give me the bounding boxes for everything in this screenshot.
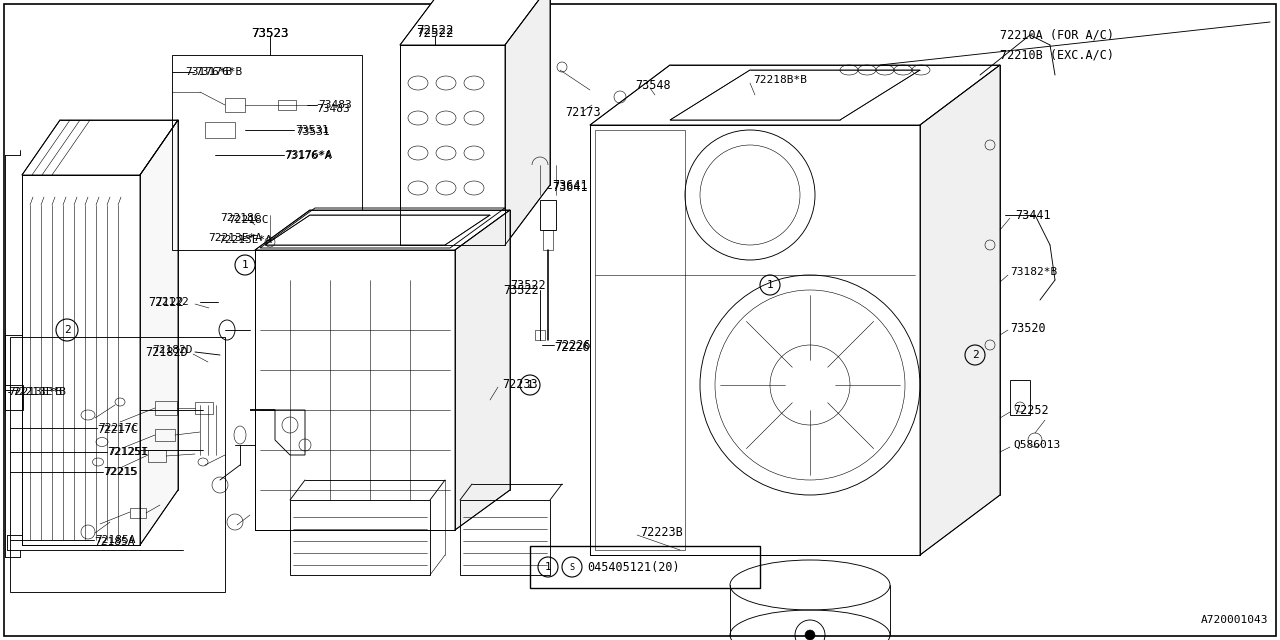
Bar (195, 402, 212, 414)
Bar (155, 401, 177, 415)
Bar (595, 130, 685, 550)
Text: 73522: 73522 (509, 278, 545, 291)
Polygon shape (454, 210, 509, 530)
Text: 72218C: 72218C (228, 215, 269, 225)
Polygon shape (22, 175, 140, 545)
Text: 72125I: 72125I (108, 447, 148, 457)
Text: 72522: 72522 (416, 24, 453, 36)
Text: Q586013: Q586013 (1012, 440, 1060, 450)
Bar (5, 385, 23, 410)
Text: S: S (570, 563, 575, 572)
Bar (540, 200, 556, 230)
Text: 1: 1 (544, 562, 552, 572)
Text: 72213E*B: 72213E*B (8, 387, 61, 397)
Text: 73523: 73523 (251, 26, 289, 40)
Text: 73523: 73523 (251, 26, 289, 40)
Bar (278, 100, 296, 110)
Text: A720001043: A720001043 (1201, 615, 1268, 625)
Text: 73441: 73441 (1015, 209, 1051, 221)
Text: 72125I: 72125I (108, 447, 147, 457)
Polygon shape (669, 70, 920, 120)
Text: 72173: 72173 (564, 106, 600, 118)
Text: 72217C: 72217C (99, 423, 138, 433)
Text: 72215: 72215 (104, 467, 138, 477)
Bar (155, 429, 175, 441)
Text: 73531: 73531 (296, 127, 330, 137)
Text: 73520: 73520 (1010, 321, 1046, 335)
Polygon shape (265, 215, 490, 245)
Text: 72210B (EXC.A/C): 72210B (EXC.A/C) (1000, 49, 1114, 61)
Bar (172, 55, 362, 250)
Bar (148, 450, 166, 462)
Text: 72213E*A: 72213E*A (209, 233, 262, 243)
Text: 72213E*A: 72213E*A (218, 235, 273, 245)
Text: 72182D: 72182D (152, 345, 192, 355)
Text: 2: 2 (972, 350, 978, 360)
Text: 72210A (FOR A/C): 72210A (FOR A/C) (1000, 29, 1114, 42)
Bar (131, 508, 146, 518)
Bar (205, 122, 236, 138)
Text: 72218C: 72218C (220, 213, 261, 223)
Polygon shape (590, 65, 1000, 125)
Text: 72122: 72122 (155, 297, 188, 307)
Text: 1: 1 (526, 380, 534, 390)
Bar (291, 500, 430, 575)
Bar (1010, 380, 1030, 415)
Text: 73483: 73483 (316, 104, 349, 114)
Text: 72226: 72226 (554, 340, 590, 353)
Text: 73641: 73641 (552, 180, 588, 193)
Bar (530, 546, 760, 588)
Text: 72185A: 72185A (93, 537, 134, 547)
Bar (10, 337, 225, 592)
Bar (543, 230, 553, 250)
Text: 72522: 72522 (416, 26, 453, 40)
Polygon shape (401, 45, 506, 245)
Polygon shape (506, 0, 550, 245)
Text: 72213E*B: 72213E*B (12, 387, 67, 397)
Text: 73176*A: 73176*A (285, 150, 333, 160)
Polygon shape (22, 120, 178, 175)
Circle shape (805, 630, 815, 640)
Polygon shape (250, 410, 305, 455)
Text: 73522: 73522 (503, 284, 539, 296)
Text: 72122: 72122 (148, 296, 183, 308)
Bar (225, 98, 244, 112)
Text: 72215: 72215 (102, 467, 137, 477)
Text: 72252: 72252 (1012, 403, 1048, 417)
Text: 73182*B: 73182*B (1010, 267, 1057, 277)
Text: 72217C: 72217C (97, 425, 137, 435)
Text: 1: 1 (767, 280, 773, 290)
Text: 73483: 73483 (317, 100, 352, 110)
Text: 73641: 73641 (552, 179, 588, 191)
Polygon shape (920, 65, 1000, 555)
Text: 73176*B: 73176*B (195, 67, 242, 77)
Text: 72233: 72233 (502, 378, 538, 392)
Polygon shape (401, 0, 550, 45)
Text: 73176*B: 73176*B (186, 67, 232, 77)
Polygon shape (255, 250, 454, 530)
Text: 72223B: 72223B (640, 525, 682, 538)
Bar (460, 500, 550, 575)
Text: 045405121(20): 045405121(20) (588, 561, 680, 573)
Text: 73548: 73548 (635, 79, 671, 92)
Polygon shape (140, 120, 178, 545)
Text: 1: 1 (242, 260, 248, 270)
Text: 72218B*B: 72218B*B (753, 75, 806, 85)
Text: 72182D: 72182D (145, 346, 188, 358)
Polygon shape (590, 125, 920, 555)
Text: 73176*A: 73176*A (284, 151, 332, 161)
Polygon shape (255, 210, 509, 250)
Text: 2: 2 (64, 325, 70, 335)
Text: 72226: 72226 (556, 339, 590, 351)
Bar (535, 330, 545, 340)
Text: 73531: 73531 (294, 125, 329, 135)
Text: 72185A: 72185A (95, 535, 136, 545)
